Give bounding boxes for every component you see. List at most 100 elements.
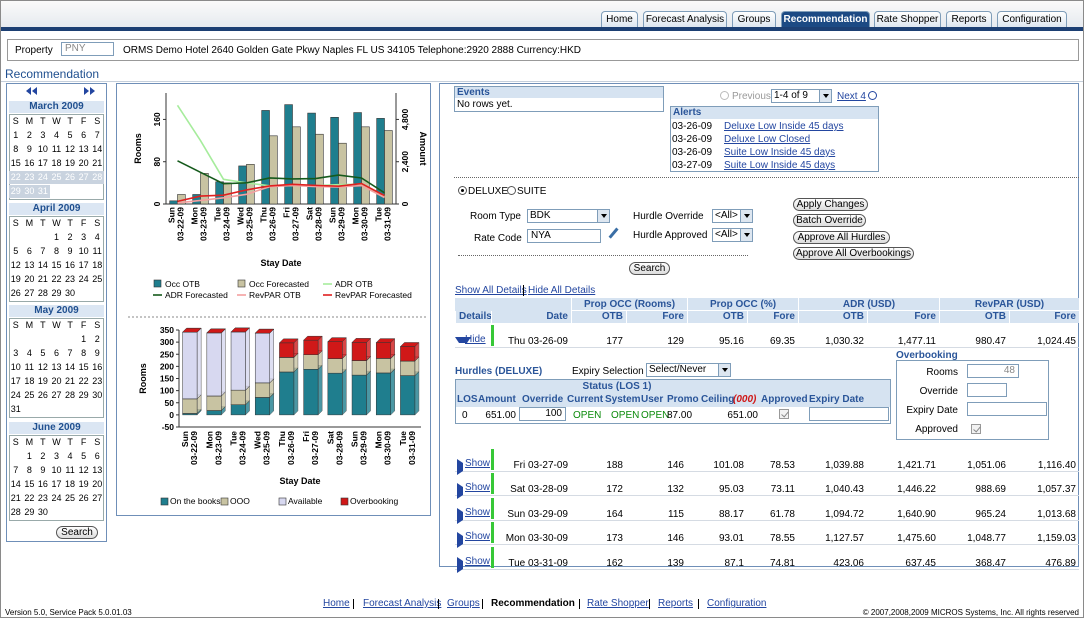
action-button[interactable]: Apply Changes [793,198,868,211]
calendar-day[interactable]: 19 [10,274,21,284]
dropdown-arrow[interactable] [819,90,831,102]
footer-link[interactable]: Groups [447,598,480,609]
nav-tab[interactable]: Configuration [997,11,1067,27]
calendar-day[interactable]: 3 [13,348,19,358]
calendar-day[interactable]: 17 [78,260,89,270]
calendar-day[interactable]: 26 [63,171,77,184]
calendar-day[interactable]: 27 [24,288,35,298]
detail-link[interactable]: Hide All Details [528,285,596,296]
calendar-day[interactable]: 14 [37,260,48,270]
calendar-search[interactable]: Search [56,526,98,539]
calendar-day[interactable]: 20 [24,274,35,284]
calendar-day[interactable]: 12 [37,362,48,372]
calendar-day[interactable]: 24 [51,493,62,503]
calendar-day[interactable]: 14 [10,479,21,489]
calendar-day[interactable]: 25 [92,274,103,284]
alert-link[interactable]: Suite Low Inside 45 days [724,147,836,158]
calendar-day[interactable]: 20 [78,158,89,168]
calendar-day[interactable]: 4 [67,451,73,461]
calendar-day[interactable]: 20 [92,479,103,489]
calendar-day[interactable]: 2 [67,232,73,242]
calendar-day[interactable]: 15 [10,158,21,168]
calendar-day[interactable]: 29 [51,288,62,298]
calendar-day[interactable]: 8 [13,144,19,154]
calendar-day[interactable]: 25 [24,390,35,400]
toggle-icon[interactable] [457,532,469,548]
calendar-day[interactable]: 16 [24,158,35,168]
calendar-day[interactable]: 21 [37,274,48,284]
nav-tab[interactable]: Recommendation [781,11,870,27]
calendar-day[interactable]: 2 [40,451,46,461]
calendar-day[interactable]: 9 [26,144,32,154]
calendar-day[interactable]: 21 [92,158,103,168]
calendar-day[interactable]: 1 [13,130,19,140]
calendar-day[interactable]: 16 [37,479,48,489]
calendar-day[interactable]: 10 [51,465,62,475]
calendar-day[interactable]: 10 [78,246,89,256]
calendar-day[interactable]: 17 [51,479,62,489]
calendar-day[interactable]: 8 [53,246,59,256]
detail-link[interactable]: Show All Details [455,285,527,296]
overbooking-rooms[interactable]: 48 [967,364,1019,378]
hurdle-approved[interactable] [779,409,789,419]
calendar-day[interactable]: 9 [94,348,100,358]
calendar-day[interactable]: 17 [10,376,21,386]
calendar-day[interactable]: 17 [37,158,48,168]
calendar-day[interactable]: 11 [51,144,62,154]
footer-link[interactable]: Rate Shopper [587,598,649,609]
calendar-day[interactable]: 24 [10,390,21,400]
calendar-day[interactable]: 8 [81,348,87,358]
nav-tab[interactable]: Rate Shopper [874,11,941,27]
calendar-day[interactable]: 26 [10,288,21,298]
calendar-day[interactable]: 28 [37,288,48,298]
calendar-day[interactable]: 22 [9,171,23,184]
calendar-day[interactable]: 10 [10,362,21,372]
calendar-day[interactable]: 16 [65,260,76,270]
toggle-icon[interactable] [457,508,469,524]
calendar-day[interactable]: 3 [40,130,46,140]
alert-link[interactable]: Deluxe Low Closed [724,134,811,145]
alert-link[interactable]: Deluxe Low Inside 45 days [724,121,844,132]
rate-code[interactable]: NYA [527,229,601,243]
calendar-day[interactable]: 22 [78,376,89,386]
footer-link[interactable]: Forecast Analysis [363,598,442,609]
dropdown-arrow[interactable] [718,364,730,376]
calendar-day[interactable]: 4 [94,232,100,242]
calendar-day[interactable]: 9 [40,465,46,475]
calendar-day[interactable]: 21 [65,376,76,386]
toggle-icon[interactable] [457,459,469,475]
hurdle-override-input[interactable]: 100 [519,407,566,421]
calendar-day[interactable]: 15 [78,362,89,372]
calendar-day[interactable]: 20 [51,376,62,386]
pager-range[interactable]: 1-4 of 9 [771,89,832,103]
dropdown-arrow[interactable] [740,229,752,241]
room-type[interactable]: BDK [527,209,610,223]
calendar-day[interactable]: 28 [65,390,76,400]
nav-tab[interactable]: Forecast Analysis [643,11,727,27]
calendar-day[interactable]: 6 [94,451,100,461]
calendar-day[interactable]: 27 [76,171,91,184]
calendar-day[interactable]: 30 [37,507,48,517]
calendar-day[interactable]: 1 [53,232,59,242]
action-button[interactable]: Approve All Hurdles [793,231,890,244]
calendar-day[interactable]: 7 [40,246,46,256]
footer-link[interactable]: Home [323,598,350,609]
calendar-day[interactable]: 13 [24,260,35,270]
nav-tab[interactable]: Groups [732,11,776,27]
calendar-day[interactable]: 14 [65,362,76,372]
calendar-day[interactable]: 12 [65,144,76,154]
footer-link[interactable]: Configuration [707,598,767,609]
action-button[interactable]: Batch Override [793,214,866,227]
calendar-day[interactable]: 13 [92,465,103,475]
dropdown-arrow[interactable] [597,210,609,222]
footer-link[interactable]: Recommendation [491,598,575,609]
calendar-day[interactable]: 7 [94,130,100,140]
calendar-day[interactable]: 4 [53,130,59,140]
calendar-day[interactable]: 30 [65,288,76,298]
calendar-day[interactable]: 29 [24,507,35,517]
row-toggle[interactable]: Show [465,482,491,493]
toggle-icon[interactable] [457,483,469,499]
calendar-day[interactable]: 23 [22,171,37,184]
calendar-day[interactable]: 31 [36,185,50,198]
calendar-day[interactable]: 5 [67,130,73,140]
